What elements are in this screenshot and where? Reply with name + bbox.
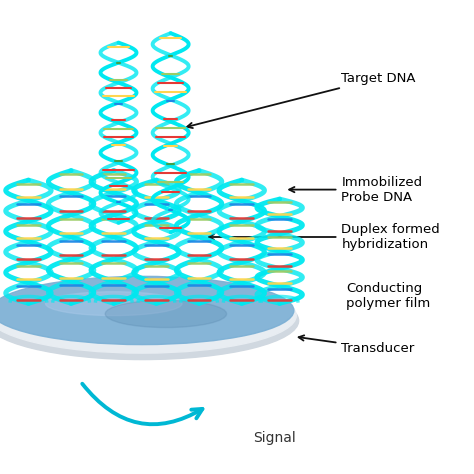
Text: Duplex formed
hybridization: Duplex formed hybridization [209,223,440,251]
Ellipse shape [0,278,296,353]
Text: Immobilized
Probe DNA: Immobilized Probe DNA [289,175,422,204]
Text: Transducer: Transducer [299,335,415,355]
Ellipse shape [105,300,227,328]
Text: Conducting
polymer film: Conducting polymer film [346,282,430,310]
Ellipse shape [46,292,182,316]
FancyArrowPatch shape [82,384,202,424]
Text: Target DNA: Target DNA [187,72,416,128]
Text: Signal: Signal [254,431,296,446]
Ellipse shape [0,282,299,360]
Ellipse shape [0,276,294,345]
